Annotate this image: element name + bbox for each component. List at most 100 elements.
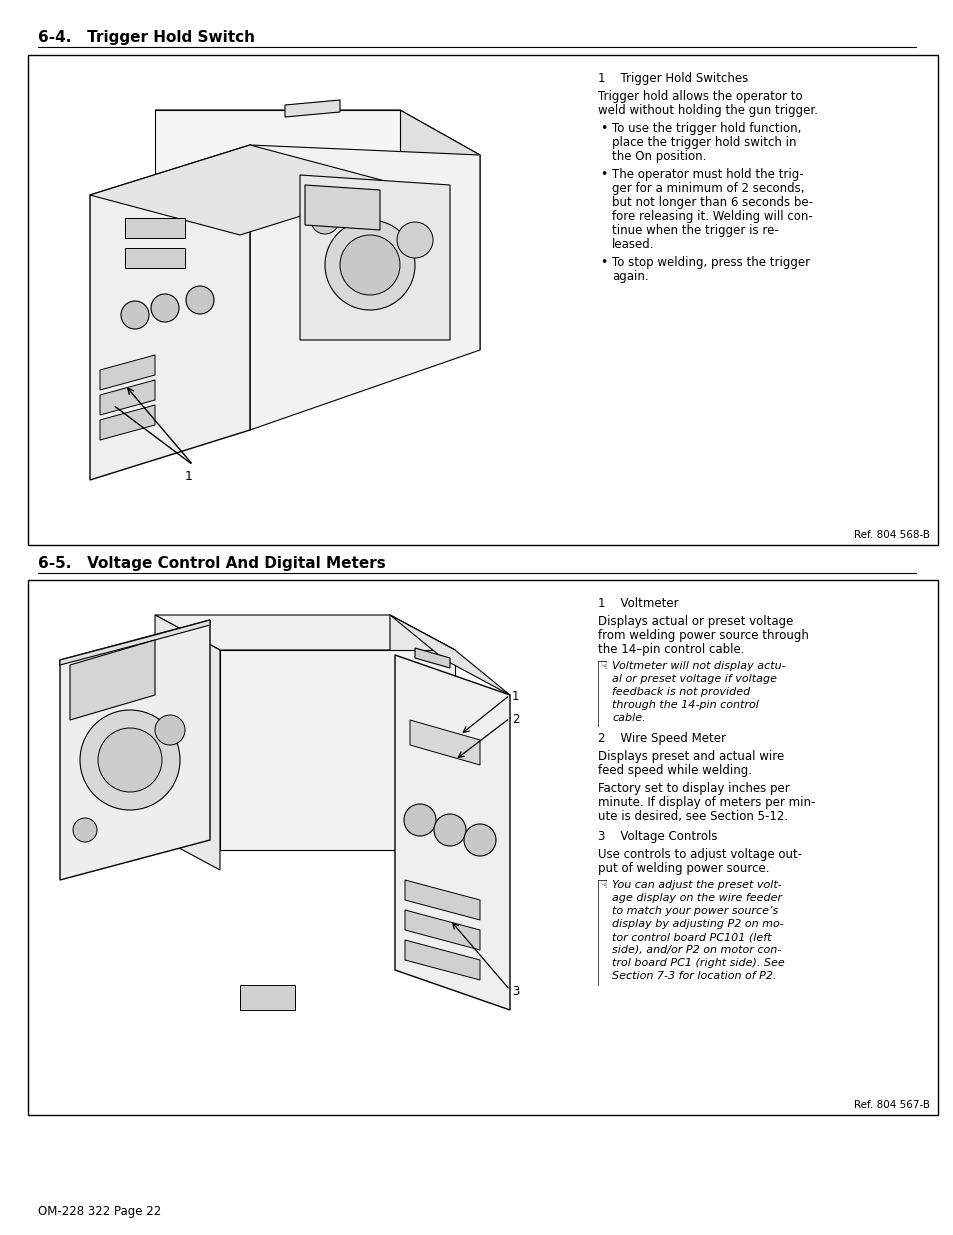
Text: Use controls to adjust voltage out-: Use controls to adjust voltage out- [598,848,801,861]
Polygon shape [154,615,220,869]
Polygon shape [405,940,479,981]
Text: OM-228 322 Page 22: OM-228 322 Page 22 [38,1205,161,1218]
Text: Voltmeter will not display actu-: Voltmeter will not display actu- [612,661,785,671]
Polygon shape [390,615,455,850]
Text: feed speed while welding.: feed speed while welding. [598,764,751,777]
Text: minute. If display of meters per min-: minute. If display of meters per min- [598,797,815,809]
Text: put of welding power source.: put of welding power source. [598,862,769,876]
Circle shape [80,710,180,810]
Text: tor control board PC101 (left: tor control board PC101 (left [612,932,771,942]
Text: side), and/or P2 on motor con-: side), and/or P2 on motor con- [612,945,781,955]
Bar [28,580,937,1115]
Polygon shape [299,175,450,340]
Text: 1: 1 [185,471,193,483]
Circle shape [73,818,97,842]
Circle shape [121,301,149,329]
Text: to match your power source’s: to match your power source’s [612,906,778,916]
Text: cable.: cable. [612,713,645,722]
Circle shape [463,824,496,856]
Polygon shape [90,144,399,235]
Circle shape [434,814,465,846]
Circle shape [325,220,415,310]
Text: 1    Trigger Hold Switches: 1 Trigger Hold Switches [598,72,747,85]
Text: ☟: ☟ [599,881,606,890]
Polygon shape [125,248,185,268]
Text: 6-4.   Trigger Hold Switch: 6-4. Trigger Hold Switch [38,30,254,44]
Text: 3: 3 [512,986,518,998]
Polygon shape [100,405,154,440]
Text: To stop welding, press the trigger: To stop welding, press the trigger [612,256,809,269]
Text: 2: 2 [512,713,519,726]
Circle shape [98,727,162,792]
Polygon shape [125,219,185,238]
Text: again.: again. [612,270,648,283]
Text: al or preset voltage if voltage: al or preset voltage if voltage [612,674,776,684]
Polygon shape [395,655,510,1010]
Text: fore releasing it. Welding will con-: fore releasing it. Welding will con- [612,210,812,224]
Polygon shape [100,354,154,390]
Circle shape [186,287,213,314]
Text: from welding power source through: from welding power source through [598,629,808,642]
Text: •: • [599,168,607,182]
Text: weld without holding the gun trigger.: weld without holding the gun trigger. [598,104,817,117]
Text: Section 7-3 for location of P2.: Section 7-3 for location of P2. [612,971,776,981]
Polygon shape [60,620,210,881]
Circle shape [151,294,179,322]
Polygon shape [250,144,479,430]
Text: feedback is not provided: feedback is not provided [612,687,749,697]
Text: You can adjust the preset volt-: You can adjust the preset volt- [612,881,781,890]
Polygon shape [305,185,379,230]
Text: but not longer than 6 seconds be-: but not longer than 6 seconds be- [612,196,812,209]
Polygon shape [154,615,455,650]
Polygon shape [410,720,479,764]
Text: 1    Voltmeter: 1 Voltmeter [598,597,678,610]
Bar [28,56,937,545]
Text: display by adjusting P2 on mo-: display by adjusting P2 on mo- [612,919,783,929]
Text: trol board PC1 (right side). See: trol board PC1 (right side). See [612,958,784,968]
Text: tinue when the trigger is re-: tinue when the trigger is re- [612,224,778,237]
Circle shape [396,222,433,258]
Text: 1: 1 [512,690,519,703]
Polygon shape [220,650,455,850]
Polygon shape [90,144,250,480]
Polygon shape [240,185,479,270]
Polygon shape [100,380,154,415]
Text: To use the trigger hold function,: To use the trigger hold function, [612,122,801,135]
Text: The operator must hold the trig-: The operator must hold the trig- [612,168,802,182]
Polygon shape [70,640,154,720]
Text: the On position.: the On position. [612,149,705,163]
Text: place the trigger hold switch in: place the trigger hold switch in [612,136,796,149]
Text: ute is desired, see Section 5-12.: ute is desired, see Section 5-12. [598,810,787,823]
Text: Ref. 804 568-B: Ref. 804 568-B [853,530,929,540]
Circle shape [154,715,185,745]
Text: age display on the wire feeder: age display on the wire feeder [612,893,781,903]
Text: Factory set to display inches per: Factory set to display inches per [598,782,789,795]
Polygon shape [285,100,339,117]
Text: ger for a minimum of 2 seconds,: ger for a minimum of 2 seconds, [612,182,803,195]
Polygon shape [399,110,479,350]
Text: 2    Wire Speed Meter: 2 Wire Speed Meter [598,732,725,745]
Polygon shape [154,110,479,156]
Polygon shape [154,110,399,305]
Polygon shape [60,620,210,664]
Text: Displays preset and actual wire: Displays preset and actual wire [598,750,783,763]
Polygon shape [390,615,510,695]
Text: Trigger hold allows the operator to: Trigger hold allows the operator to [598,90,801,103]
Text: Ref. 804 567-B: Ref. 804 567-B [853,1100,929,1110]
Text: Displays actual or preset voltage: Displays actual or preset voltage [598,615,793,629]
Text: leased.: leased. [612,238,654,251]
Text: 6-5.   Voltage Control And Digital Meters: 6-5. Voltage Control And Digital Meters [38,556,385,571]
Polygon shape [405,881,479,920]
Text: through the 14-pin control: through the 14-pin control [612,700,758,710]
Circle shape [311,206,338,233]
Text: ☟: ☟ [599,661,606,671]
Polygon shape [240,986,294,1010]
Polygon shape [415,648,450,668]
Text: the 14–pin control cable.: the 14–pin control cable. [598,643,743,656]
Text: •: • [599,122,607,135]
Text: •: • [599,256,607,269]
Circle shape [339,235,399,295]
Text: 3    Voltage Controls: 3 Voltage Controls [598,830,717,844]
Circle shape [403,804,436,836]
Polygon shape [405,910,479,950]
